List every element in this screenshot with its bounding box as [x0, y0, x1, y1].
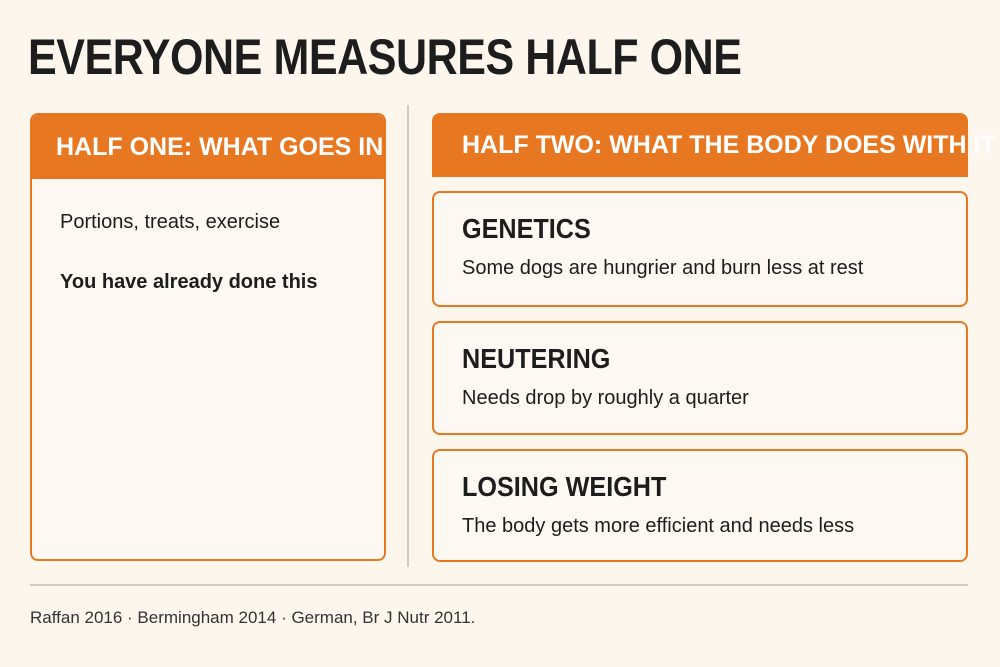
title: EVERYONE MEASURES HALF ONE	[28, 29, 742, 85]
card-title: LOSING WEIGHT	[462, 471, 667, 502]
card-title: GENETICS	[462, 213, 591, 244]
right-header-box: HALF TWO: WHAT THE BODY DOES WITH IT	[432, 113, 996, 177]
item-text: Portions, treats, exercise	[60, 211, 281, 233]
card-text: Some dogs are hungrier and burn less at …	[462, 257, 864, 279]
card-text: Needs drop by roughly a quarter	[462, 387, 749, 409]
item-text: You have already done this	[60, 271, 318, 293]
card: LOSING WEIGHT The body gets more efficie…	[432, 449, 968, 562]
card: GENETICS Some dogs are hungrier and burn…	[432, 191, 968, 307]
card: NEUTERING Needs drop by roughly a quarte…	[432, 321, 968, 435]
panel-header: HALF TWO: WHAT THE BODY DOES WITH IT	[462, 131, 996, 159]
card-text: The body gets more efficient and needs l…	[462, 515, 855, 537]
left-panel: HALF ONE: WHAT GOES IN Portions, treats,…	[30, 113, 386, 561]
panel-header: HALF ONE: WHAT GOES IN	[32, 115, 384, 179]
sources: Raffan 2016 · Bermingham 2014 · German, …	[30, 608, 476, 627]
divider	[407, 105, 409, 567]
card-title: NEUTERING	[462, 343, 611, 374]
footer-rule	[30, 584, 968, 586]
